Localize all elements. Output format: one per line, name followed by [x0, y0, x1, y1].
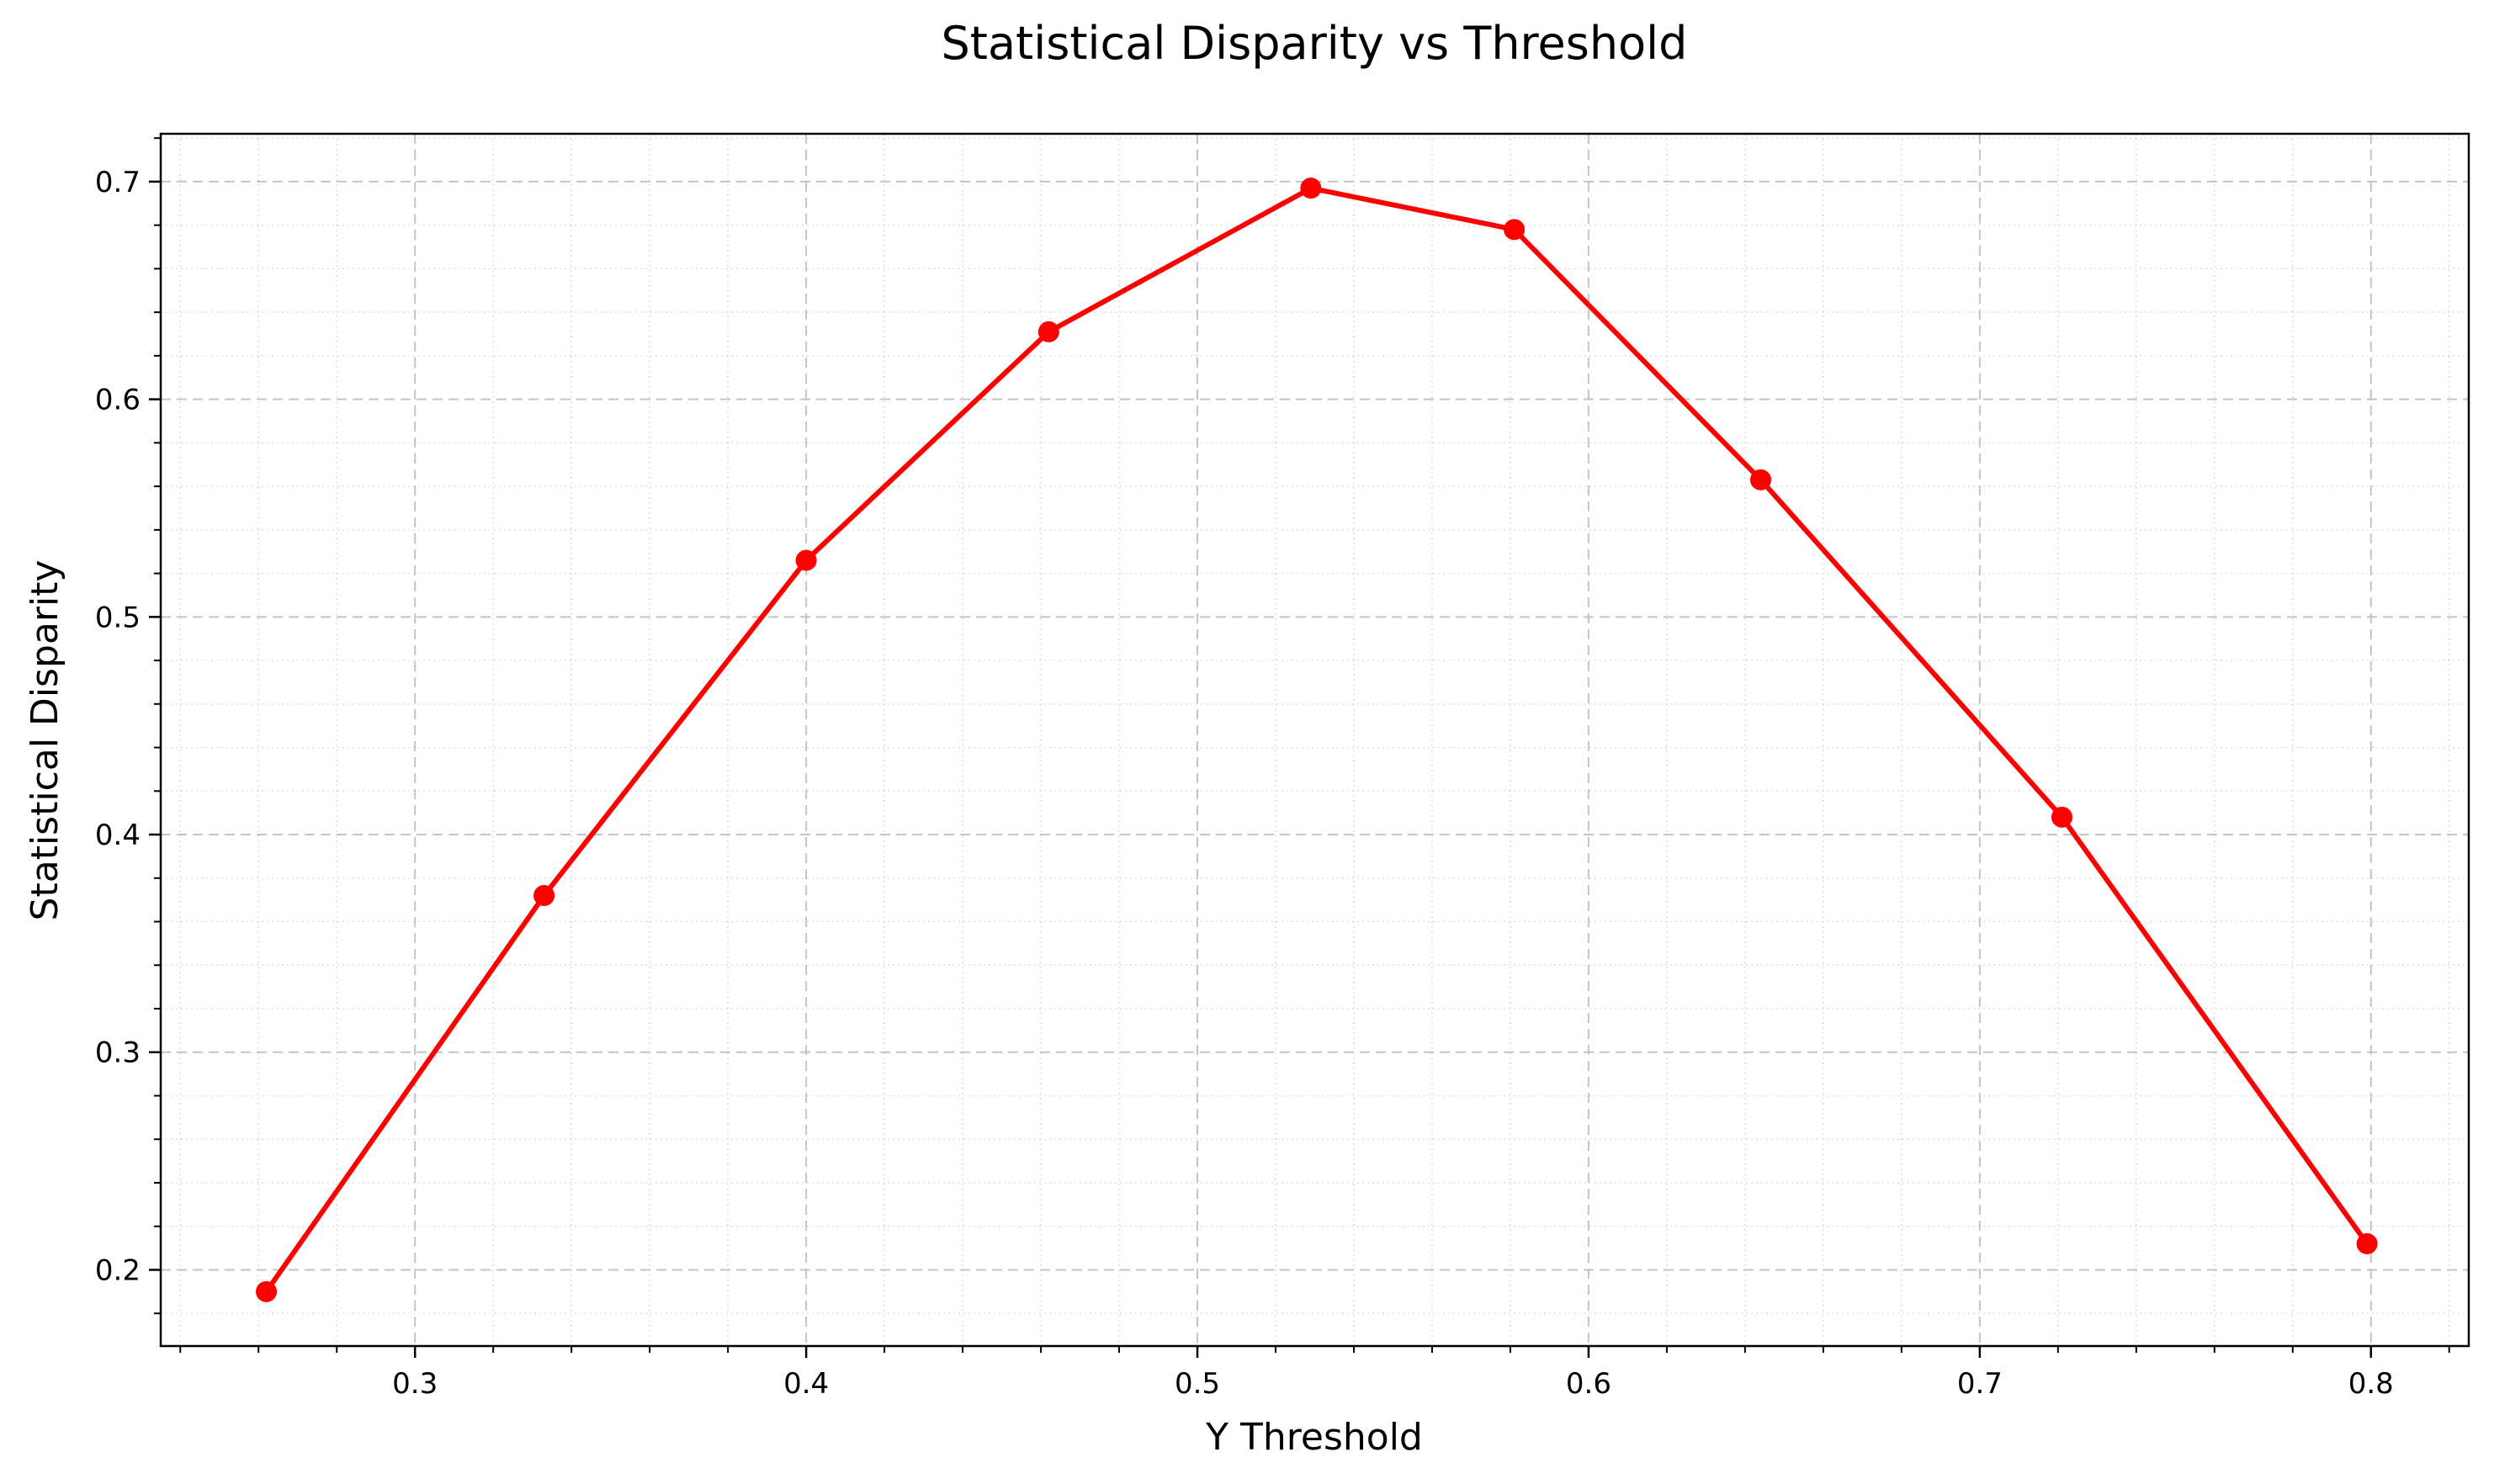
- x-tick-label: 0.5: [1175, 1367, 1220, 1401]
- x-tick-label: 0.7: [1957, 1367, 2003, 1401]
- minor-grid: [161, 134, 2469, 1346]
- data-point: [1300, 178, 1322, 199]
- x-tick-label: 0.8: [2348, 1367, 2394, 1401]
- y-axis-label: Statistical Disparity: [24, 560, 66, 921]
- x-tick-label: 0.4: [783, 1367, 829, 1401]
- y-tick-label: 0.6: [95, 384, 141, 417]
- major-grid: [161, 134, 2469, 1346]
- y-tick-label: 0.3: [95, 1036, 141, 1070]
- y-tick-label: 0.4: [95, 819, 141, 852]
- y-tick-label: 0.5: [95, 601, 141, 634]
- x-axis: 0.3 0.4 0.5 0.6 0.7 0.8: [179, 1346, 2450, 1401]
- series-layer: [256, 178, 2378, 1302]
- data-point: [256, 1280, 278, 1302]
- data-point: [1750, 469, 1772, 490]
- data-point: [795, 549, 817, 571]
- data-point: [533, 884, 555, 906]
- x-axis-label: Y Threshold: [1205, 1416, 1423, 1459]
- plot-frame: [159, 132, 2470, 1348]
- chart-title: Statistical Disparity vs Threshold: [942, 17, 1688, 70]
- y-tick-label: 0.2: [95, 1253, 141, 1287]
- data-point: [2051, 806, 2072, 828]
- y-axis: 0.2 0.3 0.4 0.5 0.6 0.7: [95, 137, 161, 1315]
- y-tick-label: 0.7: [95, 166, 141, 199]
- x-tick-label: 0.6: [1566, 1367, 1611, 1401]
- data-point: [1037, 321, 1059, 342]
- data-point: [1504, 219, 1526, 241]
- data-point: [2356, 1232, 2378, 1254]
- x-tick-label: 0.3: [392, 1367, 438, 1401]
